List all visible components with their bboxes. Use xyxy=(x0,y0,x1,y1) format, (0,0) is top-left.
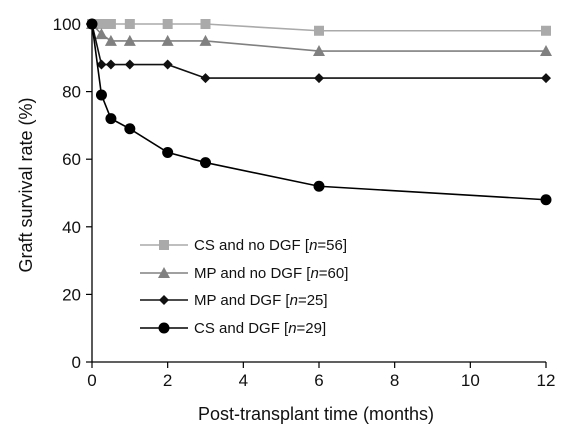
data-point-square xyxy=(105,19,116,29)
x-tick-label: 0 xyxy=(87,371,96,390)
data-point-circle xyxy=(95,89,107,101)
data-point-diamond xyxy=(124,59,135,70)
data-point-circle xyxy=(86,18,98,30)
y-tick-label: 80 xyxy=(62,83,81,102)
series-layer xyxy=(86,18,552,206)
data-point-square xyxy=(314,25,324,36)
x-axis-title: Post-transplant time (months) xyxy=(198,404,434,424)
data-point-triangle xyxy=(199,34,212,46)
data-point-circle xyxy=(313,180,325,192)
ticks: 0 20 40 60 80 100 0 2 4 6 8 10 12 xyxy=(53,15,556,390)
data-point-square xyxy=(162,19,173,29)
x-tick-label: 6 xyxy=(314,371,323,390)
data-point-triangle xyxy=(540,45,552,57)
legend-marker-triangle xyxy=(158,267,170,278)
x-tick-label: 8 xyxy=(390,371,399,390)
legend-label: CS and no DGF [n=56] xyxy=(194,237,347,254)
x-tick-label: 10 xyxy=(461,371,480,390)
series-square xyxy=(87,19,551,36)
data-point-diamond xyxy=(541,73,551,84)
data-point-triangle xyxy=(161,34,174,46)
y-tick-label: 60 xyxy=(62,150,81,169)
data-point-square xyxy=(200,19,211,29)
x-tick-label: 12 xyxy=(537,371,556,390)
x-tick-label: 4 xyxy=(239,371,248,390)
data-point-diamond xyxy=(200,73,211,84)
data-point-square xyxy=(96,19,107,29)
y-tick-label: 20 xyxy=(62,285,81,304)
legend-item: CS and DGF [n=29] xyxy=(140,320,326,337)
legend-item: CS and no DGF [n=56] xyxy=(140,237,347,254)
legend-label: MP and DGF [n=25] xyxy=(194,292,328,309)
data-point-circle xyxy=(105,113,117,125)
data-point-diamond xyxy=(96,59,107,70)
legend-item: MP and no DGF [n=60] xyxy=(140,265,348,282)
data-point-circle xyxy=(162,146,174,158)
data-point-diamond xyxy=(105,59,116,70)
data-point-triangle xyxy=(104,34,117,46)
legend: CS and no DGF [n=56] MP and no DGF [n=60]… xyxy=(140,237,348,337)
series-triangle xyxy=(86,18,552,57)
data-point-diamond xyxy=(314,73,324,84)
data-point-circle xyxy=(540,194,552,206)
data-point-circle xyxy=(200,157,211,169)
series-circle xyxy=(86,18,552,206)
legend-marker-square xyxy=(159,240,169,250)
legend-marker-diamond xyxy=(159,295,169,305)
data-point-diamond xyxy=(162,59,173,70)
legend-label: MP and no DGF [n=60] xyxy=(194,265,348,282)
data-point-circle xyxy=(124,123,136,135)
y-tick-label: 100 xyxy=(53,15,81,34)
legend-item: MP and DGF [n=25] xyxy=(140,292,328,309)
x-tick-label: 2 xyxy=(163,371,172,390)
data-point-triangle xyxy=(313,45,325,57)
legend-marker-circle xyxy=(158,322,170,334)
legend-label: CS and DGF [n=29] xyxy=(194,320,326,337)
y-tick-label: 40 xyxy=(62,218,81,237)
data-point-square xyxy=(541,25,551,36)
data-point-square xyxy=(124,19,135,29)
axes xyxy=(91,22,546,363)
data-point-triangle xyxy=(123,34,136,46)
data-point-triangle xyxy=(95,28,108,40)
y-tick-label: 0 xyxy=(72,353,81,372)
y-axis-title: Graft survival rate (%) xyxy=(16,97,36,272)
